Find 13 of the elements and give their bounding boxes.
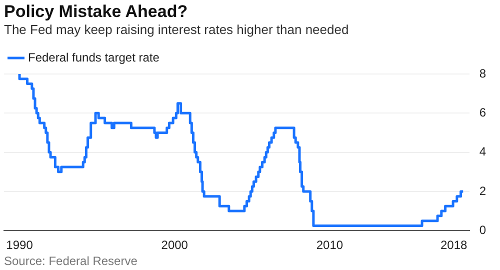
y-tick-label: 6: [479, 105, 486, 120]
y-tick-label: 4: [479, 144, 486, 159]
y-tick-label: 0: [479, 222, 486, 237]
y-tick-label: 2: [479, 184, 486, 198]
x-tick-label: 2000: [161, 238, 188, 252]
chart-subtitle: The Fed may keep raising interest rates higher than needed: [4, 22, 349, 37]
x-tick-label: 1990: [6, 238, 34, 252]
source-note: Source: Federal Reserve: [4, 254, 138, 268]
legend-label: Federal funds target rate: [28, 50, 160, 64]
x-tick-label: 2010: [316, 238, 344, 252]
y-tick-label: 8: [479, 66, 486, 80]
chart-title: Policy Mistake Ahead?: [4, 2, 188, 22]
x-tick-label: 2018: [440, 238, 468, 252]
